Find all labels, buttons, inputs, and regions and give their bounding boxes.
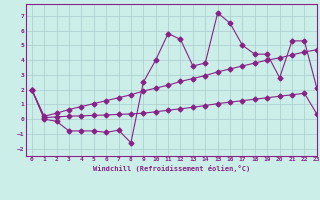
X-axis label: Windchill (Refroidissement éolien,°C): Windchill (Refroidissement éolien,°C) xyxy=(92,165,250,172)
